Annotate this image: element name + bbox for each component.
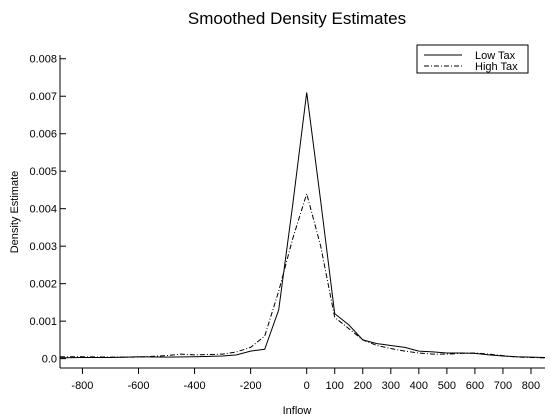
- x-ticks: -800 -600 -400 -200 0 100 200 300 400 500 600 700 80…: [71, 368, 540, 392]
- x-axis-label: Inflow: [283, 405, 312, 417]
- x-tick-label: 700: [494, 380, 512, 392]
- legend-label-low-tax: Low Tax: [475, 50, 516, 62]
- x-tick-label: -200: [240, 380, 262, 392]
- x-tick-label: 600: [466, 380, 484, 392]
- y-ticks: 0.0 0.001 0.002 0.003 0.004 0.005 0.006 0.007 0.…: [29, 54, 66, 366]
- x-tick-label: 100: [326, 380, 344, 392]
- y-tick-label: 0.003: [29, 241, 57, 253]
- y-tick-label: 0.001: [29, 316, 57, 328]
- y-tick-label: 0.0: [42, 354, 57, 366]
- y-axis-label: Density Estimate: [9, 171, 21, 254]
- series-layer: [59, 92, 546, 359]
- x-tick-label: -400: [184, 380, 206, 392]
- axes: [59, 55, 545, 369]
- y-tick-label: 0.002: [29, 279, 57, 291]
- series-line-high-tax: [60, 191, 546, 359]
- legend: Low Tax High Tax: [416, 44, 529, 74]
- x-tick-label: 400: [410, 380, 428, 392]
- x-tick-label: -800: [71, 380, 93, 392]
- y-tick-label: 0.004: [29, 204, 57, 216]
- x-tick-label: 300: [382, 380, 400, 392]
- y-tick-label: 0.008: [29, 54, 57, 66]
- x-tick-label: -600: [127, 380, 149, 392]
- x-tick-label: 800: [522, 380, 540, 392]
- series-line-low-tax: [59, 92, 546, 359]
- y-tick-label: 0.006: [29, 129, 57, 141]
- chart-title: Smoothed Density Estimates: [188, 9, 406, 28]
- x-tick-label: 500: [438, 380, 456, 392]
- legend-box: [416, 44, 529, 74]
- x-tick-label: 200: [354, 380, 372, 392]
- x-tick-label: 0: [304, 380, 310, 392]
- legend-label-high-tax: High Tax: [475, 61, 518, 73]
- y-tick-label: 0.005: [29, 166, 57, 178]
- y-tick-label: 0.007: [29, 91, 57, 103]
